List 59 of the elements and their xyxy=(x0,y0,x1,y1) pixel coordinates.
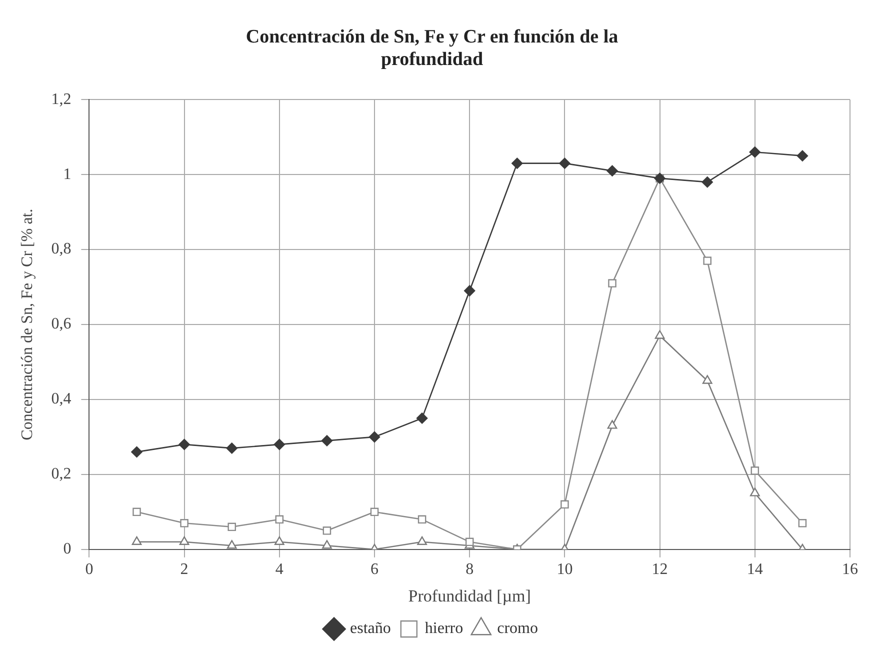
y-tick-label: 0,8 xyxy=(51,240,72,258)
point xyxy=(226,540,237,549)
point xyxy=(416,412,428,424)
point xyxy=(702,176,713,188)
point xyxy=(703,256,712,265)
point xyxy=(608,279,616,288)
y-tick-label: 0,6 xyxy=(51,316,72,333)
point xyxy=(417,536,427,546)
point xyxy=(559,158,570,169)
point xyxy=(607,420,618,429)
x-tick-label: 12 xyxy=(652,561,668,578)
legend-label: estaño xyxy=(350,620,391,638)
point xyxy=(464,285,476,296)
x-tick-label: 16 xyxy=(842,561,858,578)
x-tick-label: 8 xyxy=(466,561,474,578)
point xyxy=(178,438,190,450)
point xyxy=(465,538,474,546)
point xyxy=(131,446,142,458)
y-tick-label: 1,2 xyxy=(51,90,72,108)
point xyxy=(274,438,285,450)
point xyxy=(606,165,618,176)
point xyxy=(179,536,190,546)
legend-label: hierro xyxy=(424,620,464,638)
point xyxy=(798,519,807,528)
point xyxy=(368,431,380,443)
x-tick-label: 2 xyxy=(180,561,188,578)
y-tick-label: 0 xyxy=(63,540,72,558)
y-tick-label: 0,2 xyxy=(51,466,72,483)
point xyxy=(274,536,284,546)
point xyxy=(180,519,188,528)
y-axis-title: Concentración de Sn, Fe y Cr [% at. xyxy=(18,208,36,440)
x-tick-label: 6 xyxy=(370,561,378,578)
x-tick-label: 14 xyxy=(746,561,763,578)
point xyxy=(418,515,426,524)
point xyxy=(226,442,238,454)
point xyxy=(749,146,760,158)
point xyxy=(702,375,712,384)
point xyxy=(654,330,665,339)
point xyxy=(228,522,236,532)
point xyxy=(132,536,142,546)
x-tick-label: 0 xyxy=(85,561,94,578)
point xyxy=(370,508,379,516)
point xyxy=(750,466,760,475)
point xyxy=(560,500,569,509)
point xyxy=(321,435,333,446)
point xyxy=(322,526,332,535)
x-axis-title: Profundidad [µm] xyxy=(408,586,531,606)
point xyxy=(796,150,808,162)
chart-title: Concentración de Sn, Fe y Cr en función de la profundidad xyxy=(246,26,619,70)
point xyxy=(512,158,523,169)
point xyxy=(275,515,284,524)
point xyxy=(322,540,332,549)
y-tick-label: 0,4 xyxy=(51,390,72,408)
point xyxy=(132,508,141,516)
x-tick-label: 10 xyxy=(556,561,573,578)
x-tick-label: 4 xyxy=(275,561,284,578)
legend-label: cromo xyxy=(497,620,538,638)
point xyxy=(750,488,760,496)
y-tick-label: 1 xyxy=(63,166,72,183)
